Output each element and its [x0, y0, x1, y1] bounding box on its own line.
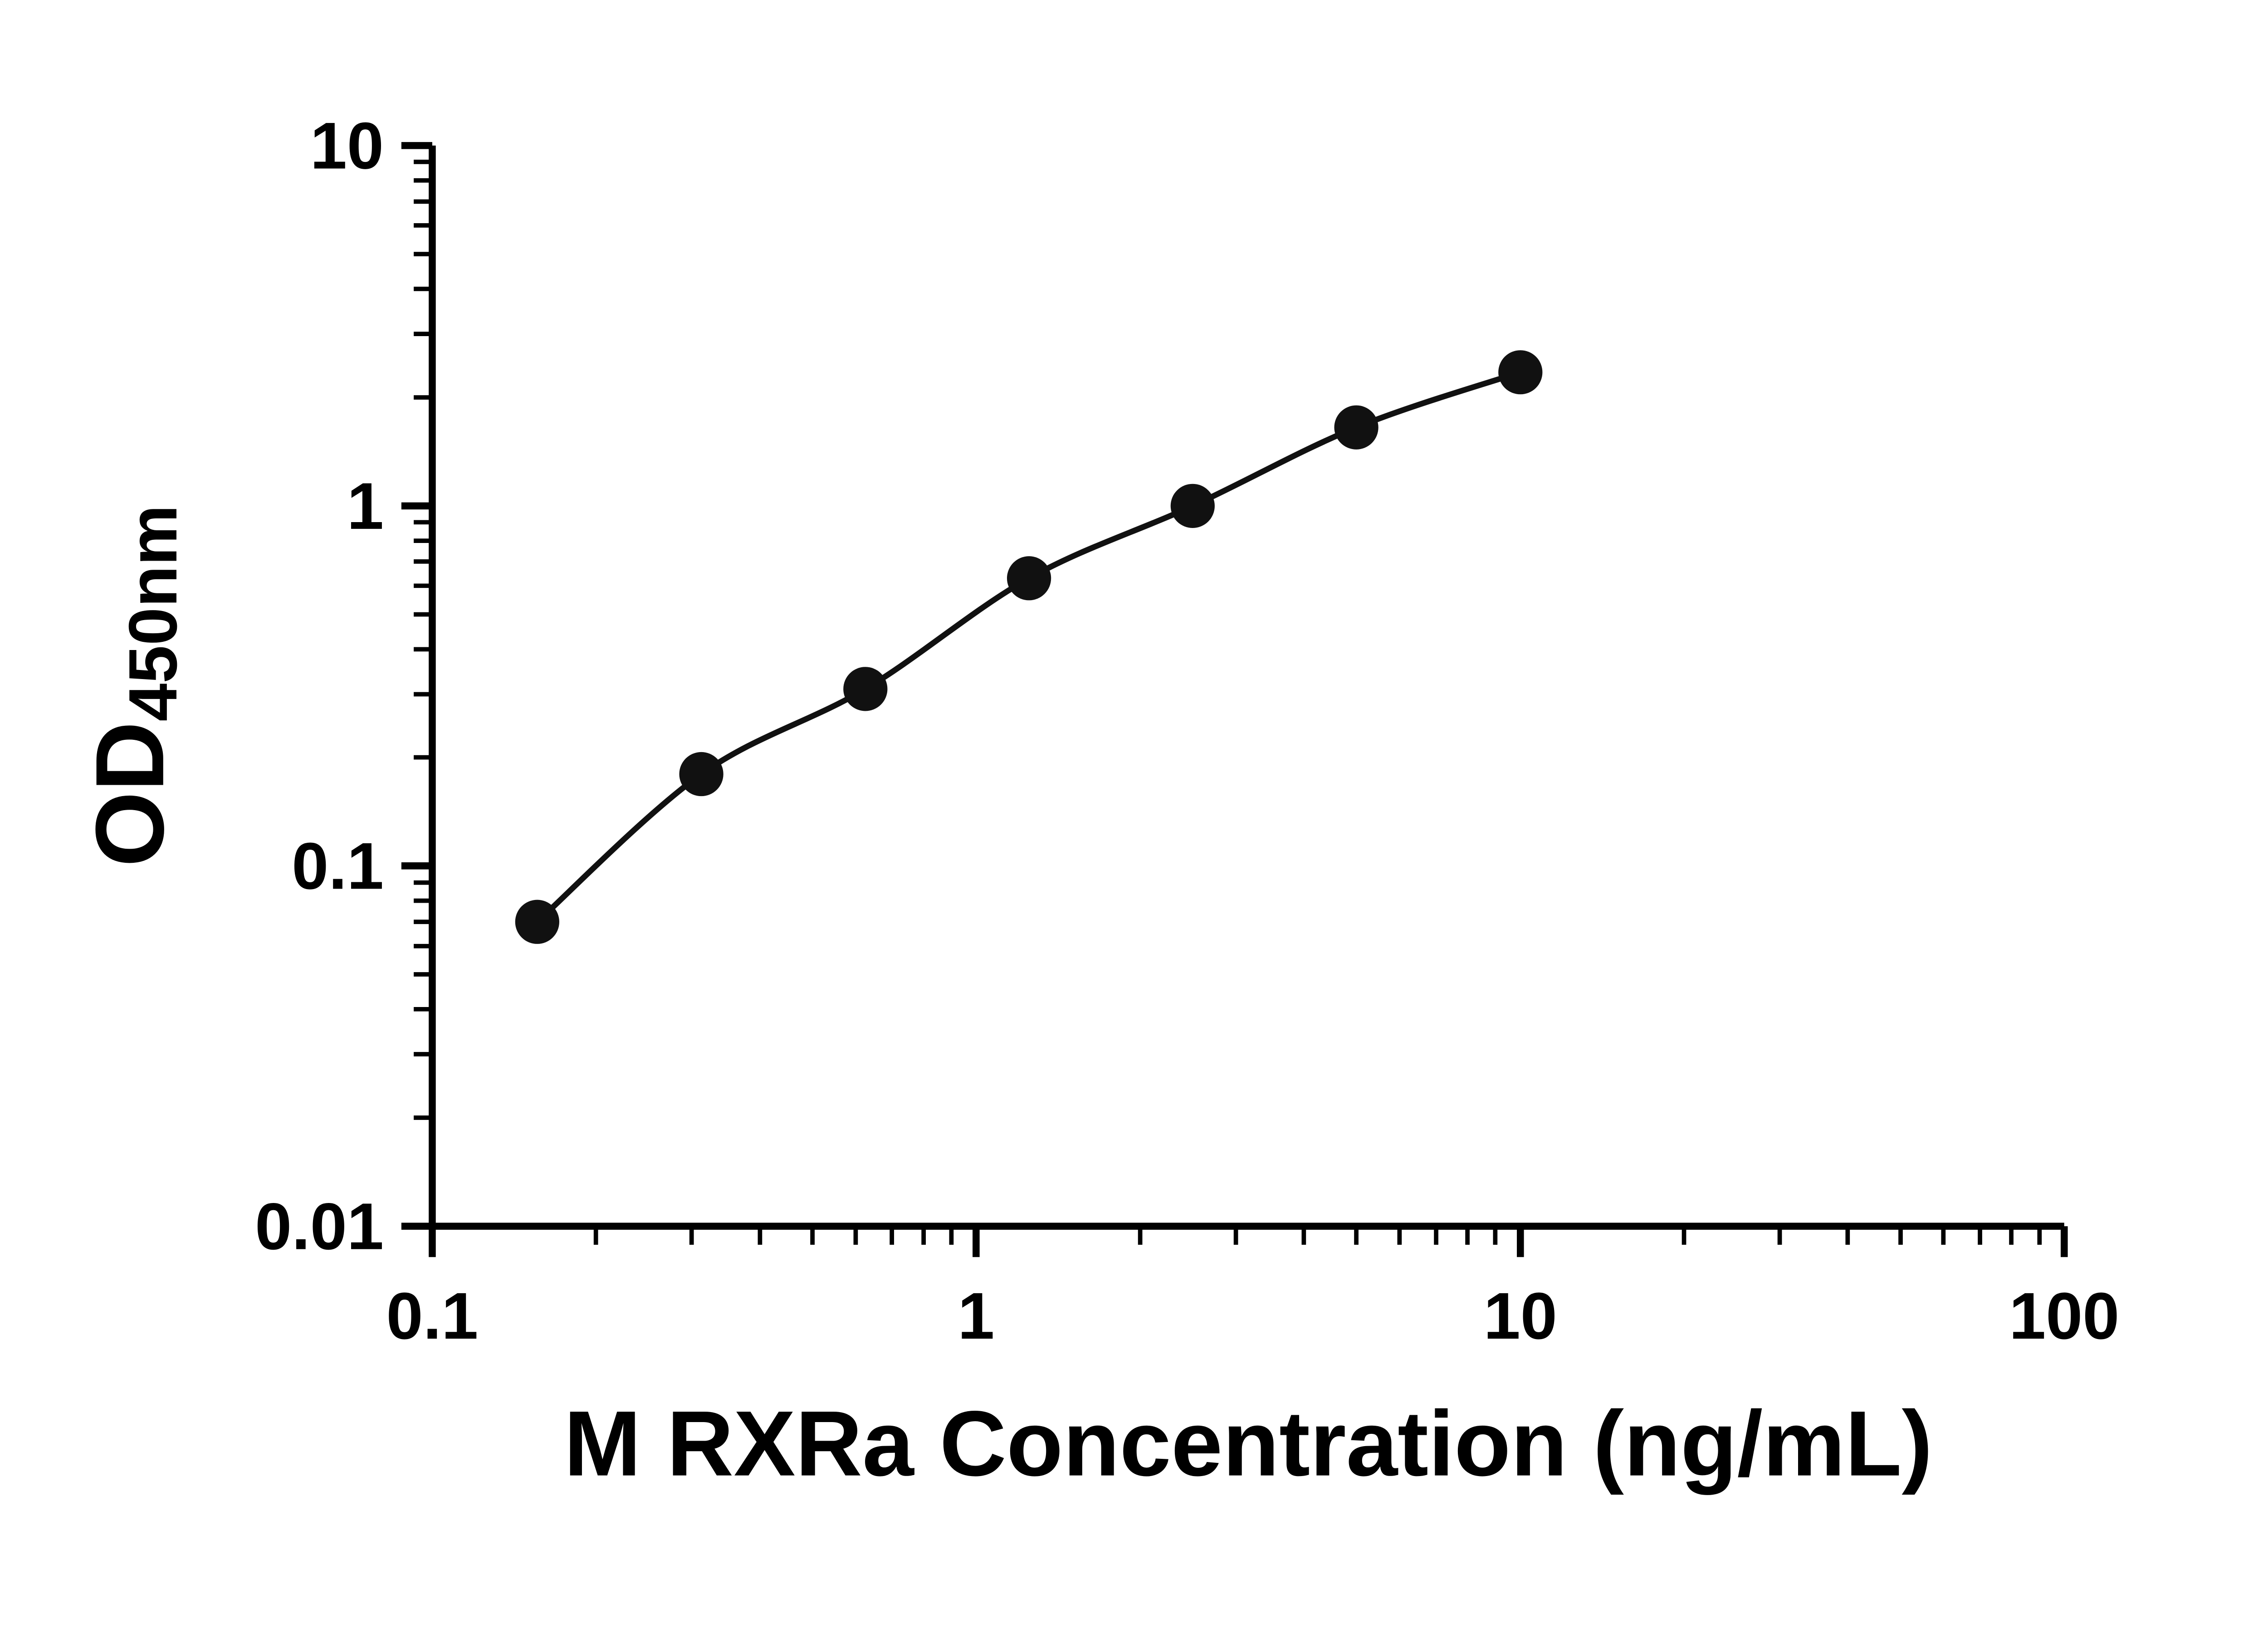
axis-lines [429, 145, 2064, 1230]
y-axis-title-subscript: 450nm [115, 505, 191, 722]
y-tick-label: 0.01 [255, 1189, 384, 1263]
y-tick-label: 1 [347, 469, 384, 543]
y-tick-label: 0.1 [292, 829, 384, 903]
y-axis-title: OD450nm [76, 505, 191, 867]
data-point [843, 667, 888, 711]
axes-layer [429, 145, 2064, 1230]
x-axis-title: M RXRa Concentration (ng/mL) [564, 1392, 1932, 1496]
data-point [1007, 556, 1051, 601]
x-tick-label: 0.1 [386, 1279, 479, 1353]
x-tick-label: 1 [958, 1279, 994, 1353]
series-layer [515, 350, 1543, 944]
data-point [1498, 350, 1543, 395]
data-point [1334, 405, 1378, 450]
data-point [679, 752, 723, 797]
data-point [515, 900, 559, 944]
ticks-layer [401, 142, 2068, 1257]
x-tick-label: 10 [1484, 1279, 1557, 1353]
fit-curve [535, 369, 1521, 924]
x-tick-label: 100 [2009, 1279, 2119, 1353]
y-axis-title-main: OD [76, 721, 184, 867]
data-point [1170, 484, 1215, 528]
elisa-standard-curve-figure: 0.1 1 10 100 0.01 0.1 1 10 M RXRa Concentration… [75, 108, 2120, 1496]
y-tick-label: 10 [310, 108, 384, 182]
